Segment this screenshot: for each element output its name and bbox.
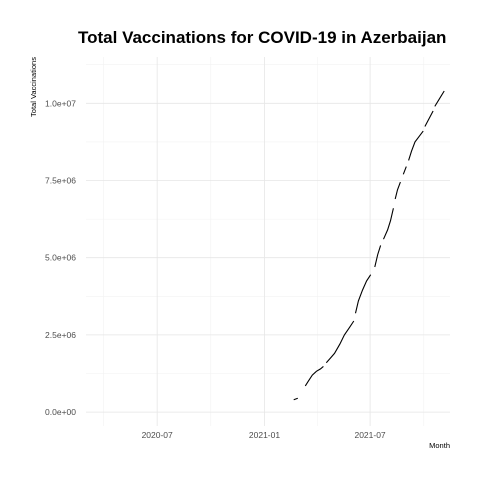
y-tick-label: 5.0e+06 (45, 253, 76, 263)
series-line-segment (394, 181, 401, 200)
y-tick-label: 1.0e+07 (45, 98, 76, 108)
x-axis-ticks: 2020-07 2021-01 2021-07 (142, 430, 386, 440)
x-tick-label: 2021-07 (354, 430, 385, 440)
series-line-segment (374, 245, 382, 268)
y-tick-label: 0.0e+00 (45, 407, 76, 417)
series-line-segment (382, 208, 394, 240)
grid (86, 57, 450, 426)
series-line-segment (434, 90, 445, 107)
y-axis-title: Total Vaccinations (29, 57, 38, 117)
y-tick-label: 2.5e+06 (45, 330, 76, 340)
x-axis-title: Month (429, 441, 450, 450)
y-tick-label: 7.5e+06 (45, 176, 76, 186)
x-tick-label: 2020-07 (142, 430, 173, 440)
series-line-segment (408, 130, 424, 161)
series-line-segment (325, 320, 355, 364)
series-line-segment (293, 397, 298, 401)
series-line-segment (402, 166, 407, 175)
series-line-segment (304, 365, 324, 387)
x-tick-label: 2021-01 (249, 430, 280, 440)
chart-title: Total Vaccinations for COVID-19 in Azerb… (78, 28, 446, 47)
series-line-segment (424, 110, 434, 127)
series-line-segment (354, 274, 372, 314)
data-series (293, 90, 445, 401)
y-axis-ticks: 0.0e+00 2.5e+06 5.0e+06 7.5e+06 1.0e+07 (45, 98, 76, 417)
